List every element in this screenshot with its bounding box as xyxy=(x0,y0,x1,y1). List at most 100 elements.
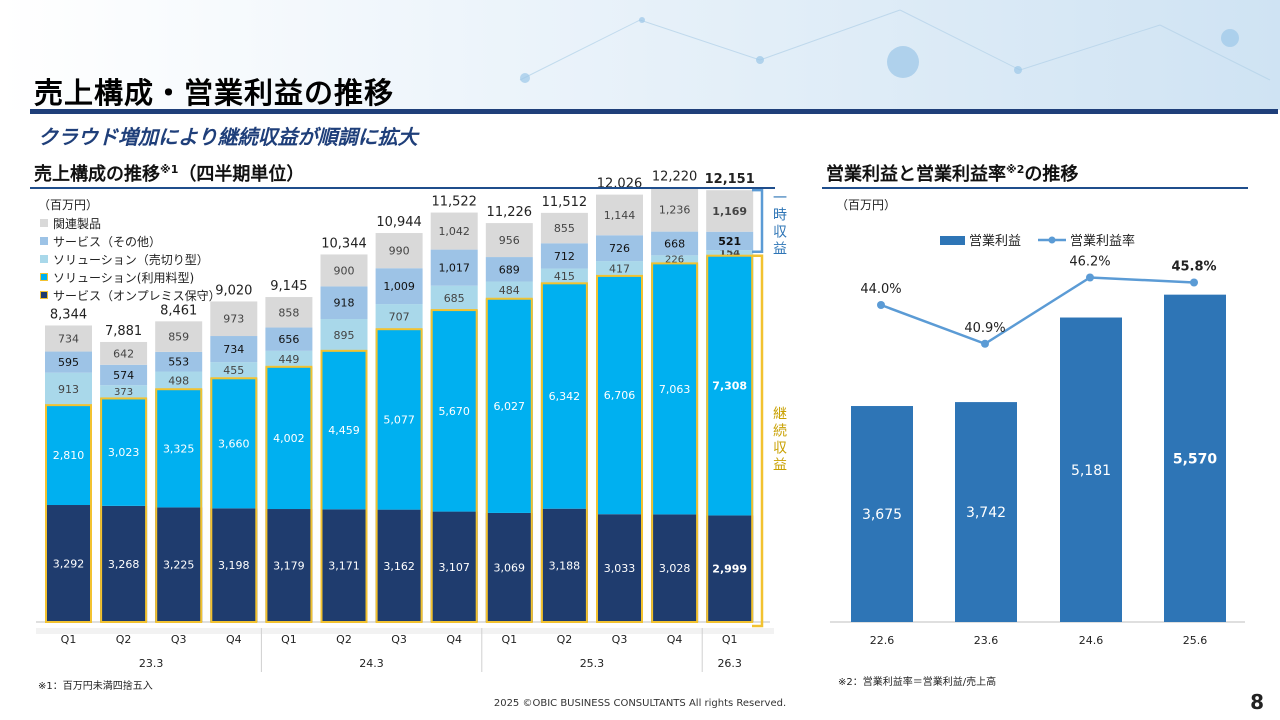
data-label-solution_subscription: 7,308 xyxy=(712,380,747,393)
data-label-service_other: 712 xyxy=(554,250,575,263)
operating-margin-label: 46.2% xyxy=(1069,255,1110,270)
x-tick-label: 25.6 xyxy=(1183,634,1208,647)
bar-segment-related xyxy=(320,254,368,287)
recurring-outline xyxy=(375,328,423,623)
data-label-solution_subscription: 3,325 xyxy=(163,442,195,455)
data-label-service_other: 574 xyxy=(113,369,134,382)
legend-label-service-onprem: サービス（オンプレミス保守） xyxy=(53,288,221,303)
data-label-service_other: 1,017 xyxy=(438,262,470,275)
bar-segment-service_onprem xyxy=(375,509,423,622)
x-tick-label: Q2 xyxy=(116,633,132,646)
data-label-solution_sale: 484 xyxy=(499,284,520,297)
recurring-outline xyxy=(100,397,148,624)
onetime-label-char: 収 xyxy=(773,224,787,240)
right-section-title-main: 営業利益と営業利益率 xyxy=(826,164,1006,185)
data-label-service_onprem: 3,162 xyxy=(383,560,415,573)
onetime-label-char: 益 xyxy=(773,241,787,257)
data-label-service_other: 734 xyxy=(223,343,244,356)
bar-segment-solution_sale xyxy=(155,371,203,390)
operating-profit-label: 3,675 xyxy=(862,507,902,523)
data-label-service_other: 1,009 xyxy=(383,280,415,293)
operating-margin-label: 45.8% xyxy=(1171,260,1216,275)
header-background xyxy=(0,0,1280,110)
data-label-service_onprem: 2,999 xyxy=(712,563,747,576)
left-section-title-tail: （四半期単位） xyxy=(178,164,305,185)
data-label-solution_subscription: 6,342 xyxy=(549,390,581,403)
bar-segment-service_other xyxy=(540,243,588,269)
bar-segment-related xyxy=(596,194,643,236)
total-label: 10,344 xyxy=(321,236,367,251)
recurring-label-char: 継 xyxy=(773,406,787,422)
bar-segment-service_onprem xyxy=(265,509,313,622)
total-label: 8,344 xyxy=(50,307,87,322)
bar-segment-solution_sale xyxy=(45,372,92,406)
operating-profit-bar xyxy=(851,406,913,622)
bar-segment-service_onprem xyxy=(100,505,148,622)
data-label-solution_sale: 373 xyxy=(114,387,133,398)
bar-segment-related xyxy=(706,190,754,232)
bar-segment-service_other xyxy=(430,249,478,286)
legend-label-service-other: サービス（その他） xyxy=(53,234,162,249)
bar-segment-related xyxy=(100,341,148,365)
legend-swatch-operating-profit xyxy=(940,236,965,245)
data-label-solution_sale: 895 xyxy=(334,329,355,342)
bar-segment-solution_subscription xyxy=(320,350,368,510)
bar-segment-service_other xyxy=(45,351,92,373)
bar-segment-service_onprem xyxy=(651,514,699,622)
bar-segment-related xyxy=(430,212,478,250)
legend-swatch-solution-sale xyxy=(40,255,48,263)
data-label-service_other: 918 xyxy=(334,297,355,310)
recurring-outline xyxy=(540,282,588,623)
data-label-solution_subscription: 4,002 xyxy=(273,432,305,445)
operating-margin-point xyxy=(877,301,885,309)
data-label-related: 855 xyxy=(554,222,575,235)
data-label-related: 642 xyxy=(113,347,134,360)
data-label-solution_subscription: 4,459 xyxy=(328,424,360,437)
data-label-solution_sale: 415 xyxy=(554,270,575,283)
x-tick-label: 23.6 xyxy=(974,634,999,647)
recurring-outline xyxy=(265,365,313,623)
x-tick-label: Q3 xyxy=(391,633,407,646)
legend-marker-operating-margin xyxy=(1048,236,1056,244)
page-title: 売上構成・営業利益の推移 xyxy=(34,76,395,110)
right-section-title-tail: の推移 xyxy=(1024,164,1079,185)
bar-segment-solution_subscription xyxy=(100,398,148,506)
total-label: 12,151 xyxy=(705,172,755,187)
data-label-solution_sale: 226 xyxy=(665,254,684,265)
bar-segment-related xyxy=(485,223,533,258)
bar-segment-service_other xyxy=(100,364,148,386)
operating-profit-bar xyxy=(1164,294,1226,622)
legend-label-solution-subscription: ソリューション(利用料型) xyxy=(53,270,195,285)
bar-segment-service_other xyxy=(485,257,533,282)
data-label-solution_subscription: 7,063 xyxy=(659,383,691,396)
bar-segment-solution_subscription xyxy=(596,275,643,515)
bar-segment-solution_subscription xyxy=(210,378,258,509)
data-label-solution_subscription: 3,023 xyxy=(108,446,140,459)
bar-segment-solution_subscription xyxy=(265,366,313,510)
x-tick-label: Q1 xyxy=(722,633,738,646)
recurring-label-char: 益 xyxy=(773,457,787,473)
x-tick-label: Q3 xyxy=(612,633,628,646)
data-label-related: 1,144 xyxy=(604,209,636,222)
data-label-service_onprem: 3,069 xyxy=(494,561,526,574)
legend-swatch-solution-subscription xyxy=(40,273,48,281)
legend-swatch-related xyxy=(40,219,48,227)
title-rule xyxy=(30,109,1278,114)
x-tick-label: Q4 xyxy=(446,633,462,646)
onetime-label-char: 一 xyxy=(773,190,787,206)
x-tick-label: Q4 xyxy=(667,633,683,646)
legend-item-related: 関連製品 xyxy=(40,214,221,232)
bar-segment-service_onprem xyxy=(320,509,368,622)
data-label-related: 990 xyxy=(389,245,410,258)
operating-margin-point xyxy=(1086,273,1094,282)
recurring-outline xyxy=(651,262,699,623)
data-label-service_other: 553 xyxy=(168,356,189,369)
data-label-related: 859 xyxy=(168,331,189,344)
fiscal-year-label: 25.3 xyxy=(580,657,605,670)
legend-label-solution-sale: ソリューション（売切り型） xyxy=(53,252,209,267)
bar-segment-service_other xyxy=(210,336,258,363)
recurring-label-char: 収 xyxy=(773,440,787,456)
total-label: 11,226 xyxy=(487,205,533,220)
bar-segment-related xyxy=(265,297,313,328)
